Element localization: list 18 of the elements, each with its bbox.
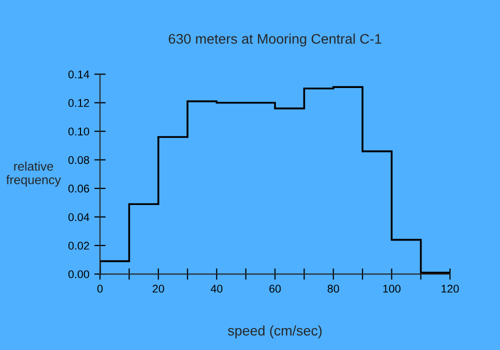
y-tick-label: 0.00	[68, 270, 90, 278]
x-tick-label: 0	[97, 284, 103, 293]
x-axis-title: speed (cm/sec)	[228, 325, 322, 338]
y-tick-label: 0.04	[68, 213, 90, 222]
y-tick-label: 0.06	[68, 184, 90, 193]
x-tick-label: 100	[383, 284, 400, 293]
y-tick-label: 0.08	[68, 156, 90, 164]
chart-title: 630 meters at Mooring Central C-1	[168, 34, 382, 47]
y-tick-label: 0.12	[68, 99, 90, 107]
x-tick-label: 20	[152, 284, 164, 293]
y-tick-label: 0.10	[68, 128, 90, 136]
y-tick-label: 0.02	[68, 242, 90, 250]
x-tick-label: 60	[269, 284, 281, 293]
x-tick-label: 40	[210, 284, 222, 293]
x-tick-label: 80	[328, 284, 340, 293]
x-tick-label: 120	[442, 284, 459, 293]
y-tick-label: 0.14	[68, 70, 90, 78]
y-axis-title: relative frequency	[6, 162, 61, 187]
